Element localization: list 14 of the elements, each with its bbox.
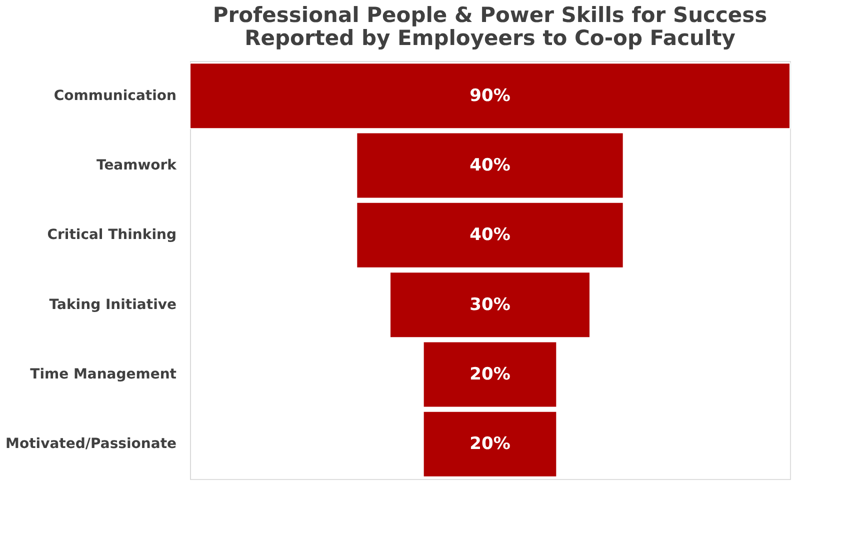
- category-label: Teamwork: [96, 158, 178, 174]
- text: Professional People & Power Skills for Success: [212, 3, 768, 27]
- category-label: Time Management: [30, 366, 177, 382]
- data-label: 40%: [470, 225, 510, 246]
- category-label: Communication: [54, 88, 176, 104]
- data-label: 20%: [470, 364, 510, 384]
- category-label: Taking Initiative: [49, 296, 176, 313]
- data-label: 40%: [470, 156, 510, 176]
- category-label: Motivated/Passionate: [6, 436, 176, 452]
- category-label: Critical Thinking: [47, 227, 176, 244]
- data-label: 20%: [470, 434, 510, 454]
- data-label: 30%: [470, 294, 510, 315]
- data-label: 90%: [470, 86, 510, 106]
- text: Reported by Employeers to Co-op Faculty: [244, 26, 736, 50]
